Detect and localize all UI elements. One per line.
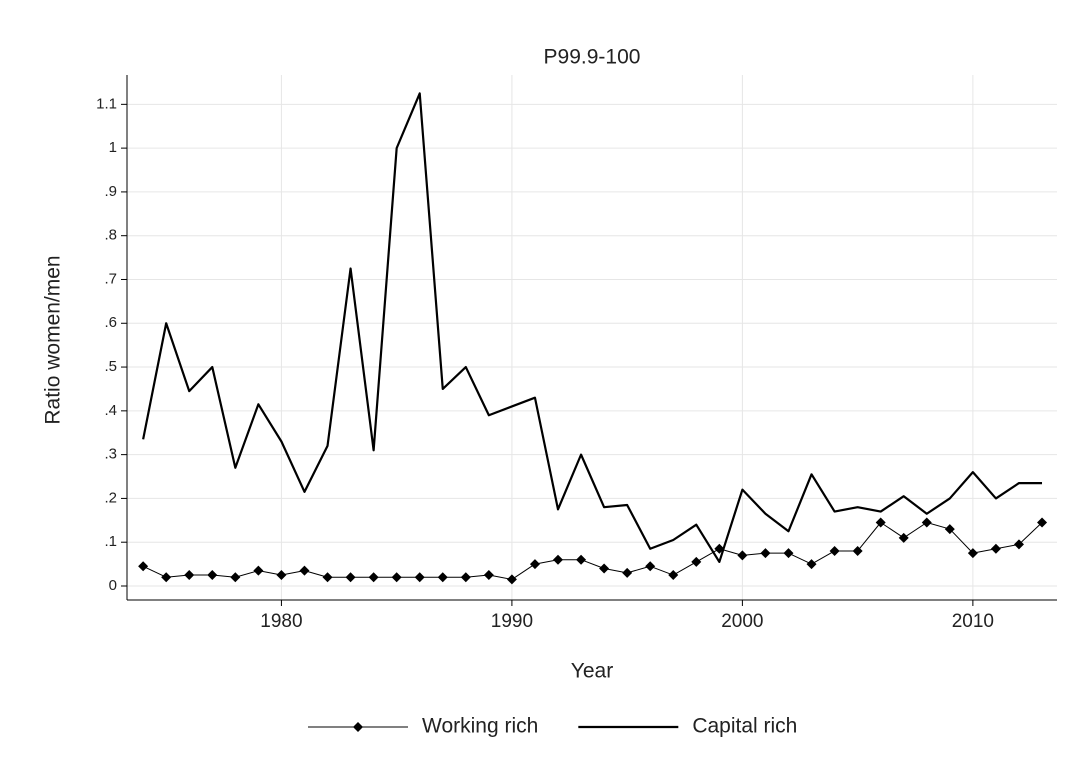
x-axis-title: Year: [571, 660, 613, 683]
series-line: [142, 521, 1043, 580]
data-point: [230, 572, 241, 583]
data-point: [138, 561, 149, 572]
data-point: [506, 574, 517, 585]
y-axis-title: Ratio women/men: [42, 255, 65, 424]
data-point: [299, 565, 310, 576]
data-point: [391, 572, 402, 583]
data-point: [990, 543, 1001, 554]
data-point: [437, 572, 448, 583]
data-point: [622, 567, 633, 578]
data-point: [368, 572, 379, 583]
data-point: [967, 548, 978, 559]
x-tick-label: 2000: [721, 611, 763, 632]
y-tick-label: .5: [104, 358, 117, 375]
y-tick-label: .4: [104, 402, 117, 419]
legend-marker: [353, 722, 363, 732]
y-tick-label: .6: [104, 314, 117, 331]
y-tick-label: .9: [104, 183, 117, 200]
data-point: [898, 532, 909, 543]
data-point: [207, 570, 218, 581]
data-point: [599, 563, 610, 574]
y-tick-label: .2: [104, 489, 117, 506]
data-point: [345, 572, 356, 583]
data-point: [944, 524, 955, 535]
y-tick-label: .7: [104, 270, 117, 287]
x-tick-label: 1990: [491, 611, 533, 632]
data-point: [529, 559, 540, 570]
chart-title: P99.9-100: [544, 46, 641, 69]
y-tick-label: 1: [109, 139, 117, 156]
data-point: [460, 572, 471, 583]
data-point: [483, 570, 494, 581]
data-point: [783, 548, 794, 559]
x-tick-label: 2010: [952, 611, 994, 632]
data-point: [737, 550, 748, 561]
y-tick-label: 1.1: [96, 95, 117, 112]
legend-label: Capital rich: [692, 715, 797, 738]
x-tick-label: 1980: [260, 611, 302, 632]
data-point: [553, 554, 564, 565]
y-tick-label: 0: [109, 577, 117, 594]
data-point: [806, 559, 817, 570]
data-point: [184, 570, 195, 581]
data-point: [852, 545, 863, 556]
data-point: [322, 572, 333, 583]
data-point: [760, 548, 771, 559]
data-point: [645, 561, 656, 572]
legend-label: Working rich: [422, 715, 538, 738]
data-point: [253, 565, 264, 576]
data-point: [829, 545, 840, 556]
y-tick-label: .1: [104, 533, 117, 550]
data-point: [668, 570, 679, 581]
data-point: [576, 554, 587, 565]
data-point: [875, 517, 886, 528]
data-point: [414, 572, 425, 583]
data-point: [1037, 517, 1048, 528]
y-tick-label: .8: [104, 227, 117, 244]
y-tick-label: .3: [104, 446, 117, 463]
data-point: [691, 556, 702, 567]
series-line: [142, 92, 1043, 564]
data-point: [276, 570, 287, 581]
data-point: [1013, 539, 1024, 550]
data-point: [921, 517, 932, 528]
data-point: [161, 572, 172, 583]
